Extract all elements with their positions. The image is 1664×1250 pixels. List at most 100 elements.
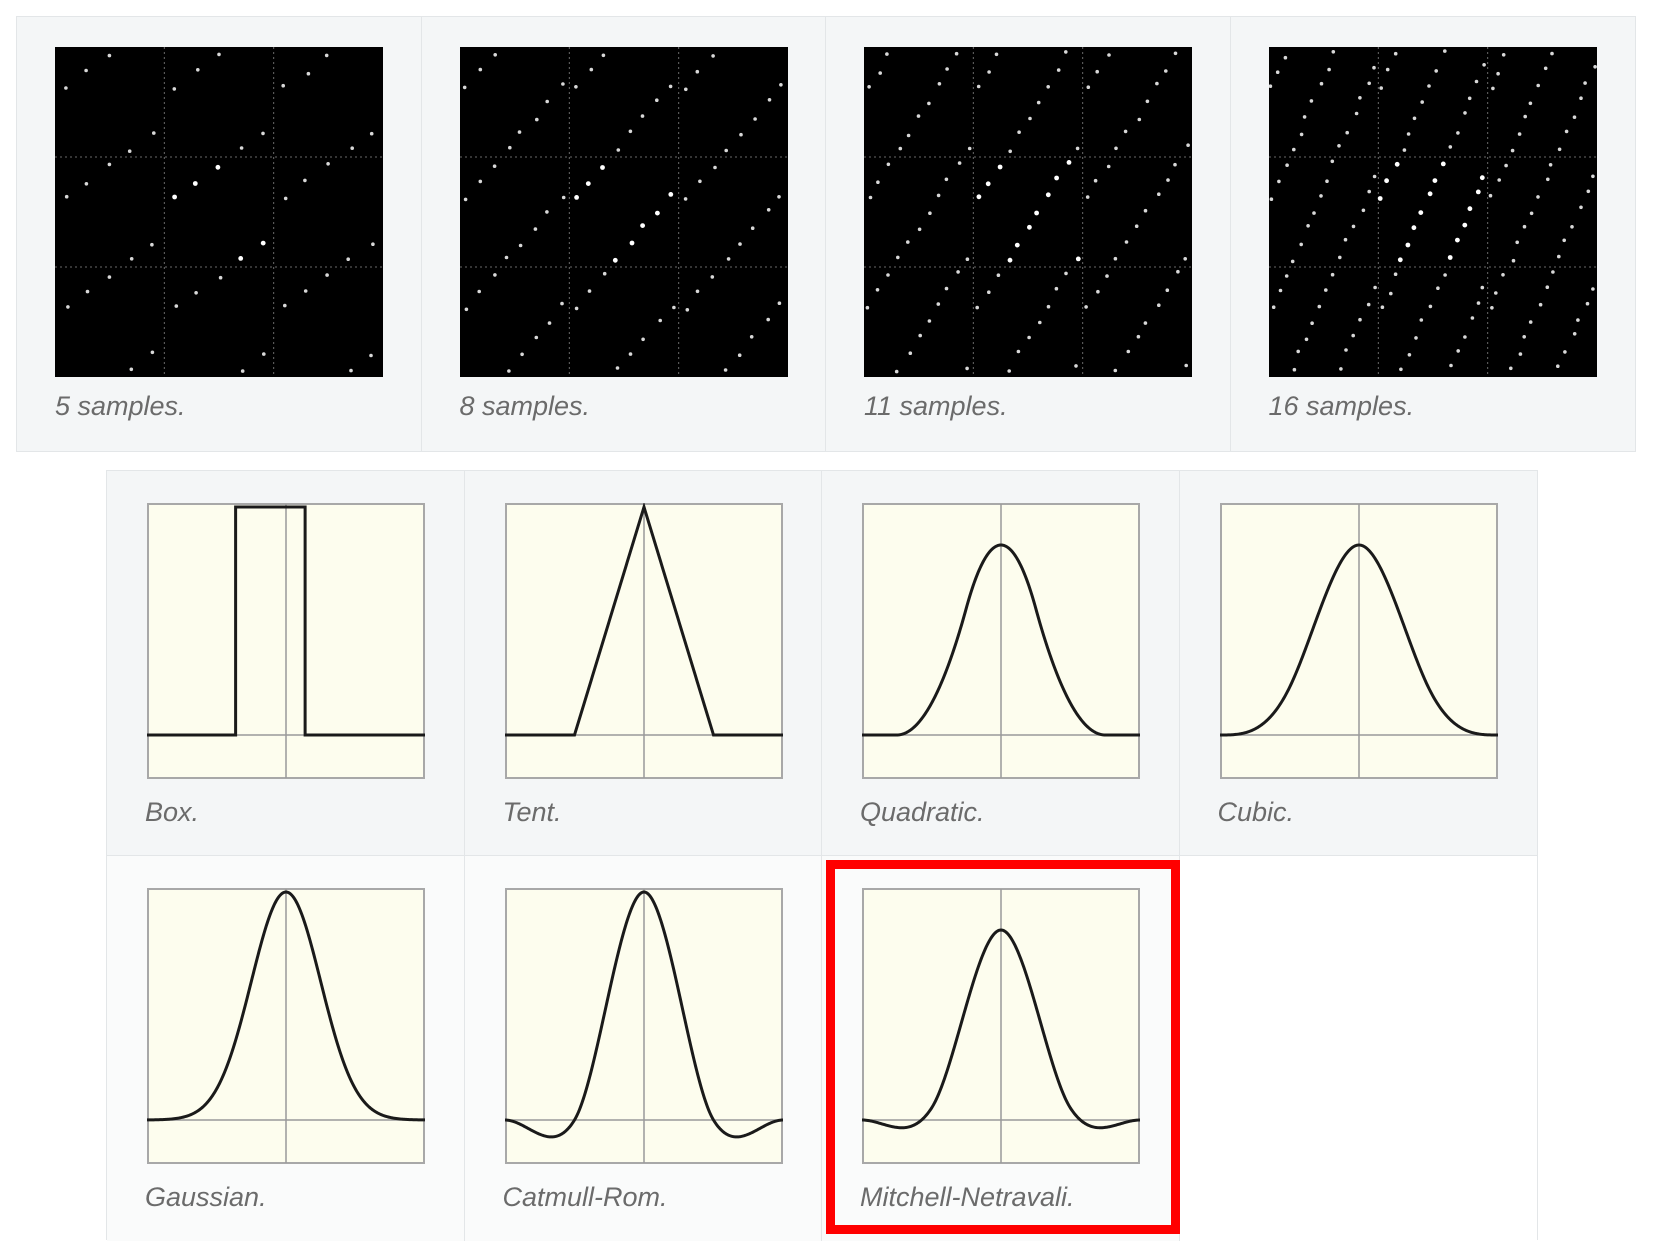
sample-dot — [1183, 257, 1187, 261]
sample-dot — [956, 270, 960, 274]
sample-dot — [997, 164, 1003, 170]
sample-dot — [1137, 117, 1142, 122]
sample-dot — [1405, 242, 1410, 248]
sample-dot — [1514, 240, 1519, 245]
sample-dot — [876, 180, 880, 184]
sample-dot — [1324, 179, 1329, 183]
sample-dot — [1056, 68, 1061, 72]
sample-dot — [628, 352, 632, 356]
sample-dot — [738, 132, 743, 137]
filter-curve — [862, 543, 1140, 737]
sample-dot — [492, 53, 497, 57]
sample-dot — [1084, 305, 1088, 309]
sample-dot — [987, 290, 991, 294]
mitchell-netravali-filter-plot — [862, 888, 1140, 1164]
sample-dot — [261, 131, 265, 136]
sample-dot — [1557, 147, 1561, 152]
sample-dot — [1008, 149, 1012, 154]
sample-dot — [1336, 144, 1341, 148]
sample-dot — [1528, 320, 1532, 324]
sample-dot — [878, 71, 882, 75]
sample-dot — [1467, 96, 1471, 101]
sample-dot — [1034, 210, 1039, 216]
sample-dot — [1317, 304, 1321, 309]
sample-dot — [1447, 255, 1453, 260]
sample-dot — [1155, 81, 1159, 86]
sample-dot — [1113, 368, 1118, 373]
sample-dot — [544, 210, 549, 214]
sample-dot — [1323, 288, 1328, 292]
sample-dot — [534, 335, 538, 340]
sample-dot — [1406, 132, 1410, 136]
sample-dot — [1278, 288, 1282, 293]
sample-dot — [506, 369, 511, 373]
sample-dot — [239, 146, 244, 150]
gallery-item-8-samples: 8 samples. — [422, 17, 826, 451]
gallery-item-catmull-rom-filter: Catmull-Rom. — [464, 855, 822, 1241]
sample-dot — [683, 197, 687, 201]
sample-dot — [1290, 259, 1294, 264]
sample-dot — [85, 289, 90, 294]
caption-5-samples: 5 samples. — [55, 391, 186, 421]
sample-dot — [326, 162, 330, 166]
sample-dot — [1569, 225, 1574, 229]
sample-dot — [325, 273, 329, 277]
sample-dot — [1126, 349, 1131, 354]
sample-dot — [750, 226, 754, 230]
sample-dot — [1398, 367, 1403, 372]
sample-dot — [1271, 305, 1275, 310]
sample-dot — [1564, 129, 1568, 134]
sample-dot — [1388, 291, 1393, 296]
sample-dot — [1028, 116, 1032, 121]
quadratic-filter-plot — [862, 503, 1140, 779]
sample-dot — [1572, 332, 1576, 336]
sample-dot — [192, 181, 198, 186]
filter-curve — [504, 890, 783, 1139]
sample-dot — [1014, 242, 1020, 248]
sample-dot — [1361, 208, 1365, 213]
sample-dot — [1319, 81, 1323, 86]
sample-dot — [1470, 316, 1474, 320]
sample-dot — [765, 317, 770, 322]
sample-dot — [492, 164, 496, 168]
sample-dot — [1407, 353, 1411, 357]
sample-dot — [587, 289, 591, 293]
sample-dot — [1562, 350, 1567, 354]
sample-dot — [1582, 81, 1587, 85]
sample-dot — [1326, 67, 1331, 72]
sample-dot — [1417, 210, 1423, 216]
sample-dot — [463, 197, 467, 202]
sample-dot — [1331, 50, 1335, 54]
sample-dot — [1173, 162, 1177, 167]
sample-dot — [1027, 335, 1031, 340]
sample-dot — [1165, 288, 1170, 292]
sample-dot — [1489, 306, 1494, 310]
sample-dot — [504, 255, 508, 260]
sample-dot — [1106, 164, 1111, 169]
gallery-item-box-filter: Box. — [107, 471, 465, 855]
sample-dot — [1578, 96, 1583, 100]
sample-dot — [1481, 63, 1486, 67]
sample-dot — [1432, 178, 1437, 184]
filter-curve — [862, 928, 1140, 1130]
sample-dot — [616, 148, 620, 152]
sample-dot — [954, 51, 959, 56]
sample-dot — [1268, 84, 1272, 88]
sample-dot — [612, 257, 618, 263]
sample-dot — [1113, 256, 1118, 261]
sample-dot — [683, 87, 688, 92]
sample-dot — [767, 98, 771, 102]
sample-dot — [1337, 255, 1342, 260]
sample-dot — [281, 83, 285, 88]
sample-dot — [629, 240, 634, 246]
sample-dot — [898, 146, 903, 151]
pattern-background — [55, 47, 383, 377]
sample-dot — [1143, 208, 1148, 213]
sample-dot — [1136, 334, 1141, 339]
sample-dot — [776, 195, 781, 199]
sample-dot — [640, 114, 644, 118]
sample-dot — [927, 101, 931, 106]
sample-dot — [928, 211, 932, 215]
sample-dot — [303, 178, 307, 183]
sample-dot — [1402, 148, 1406, 152]
